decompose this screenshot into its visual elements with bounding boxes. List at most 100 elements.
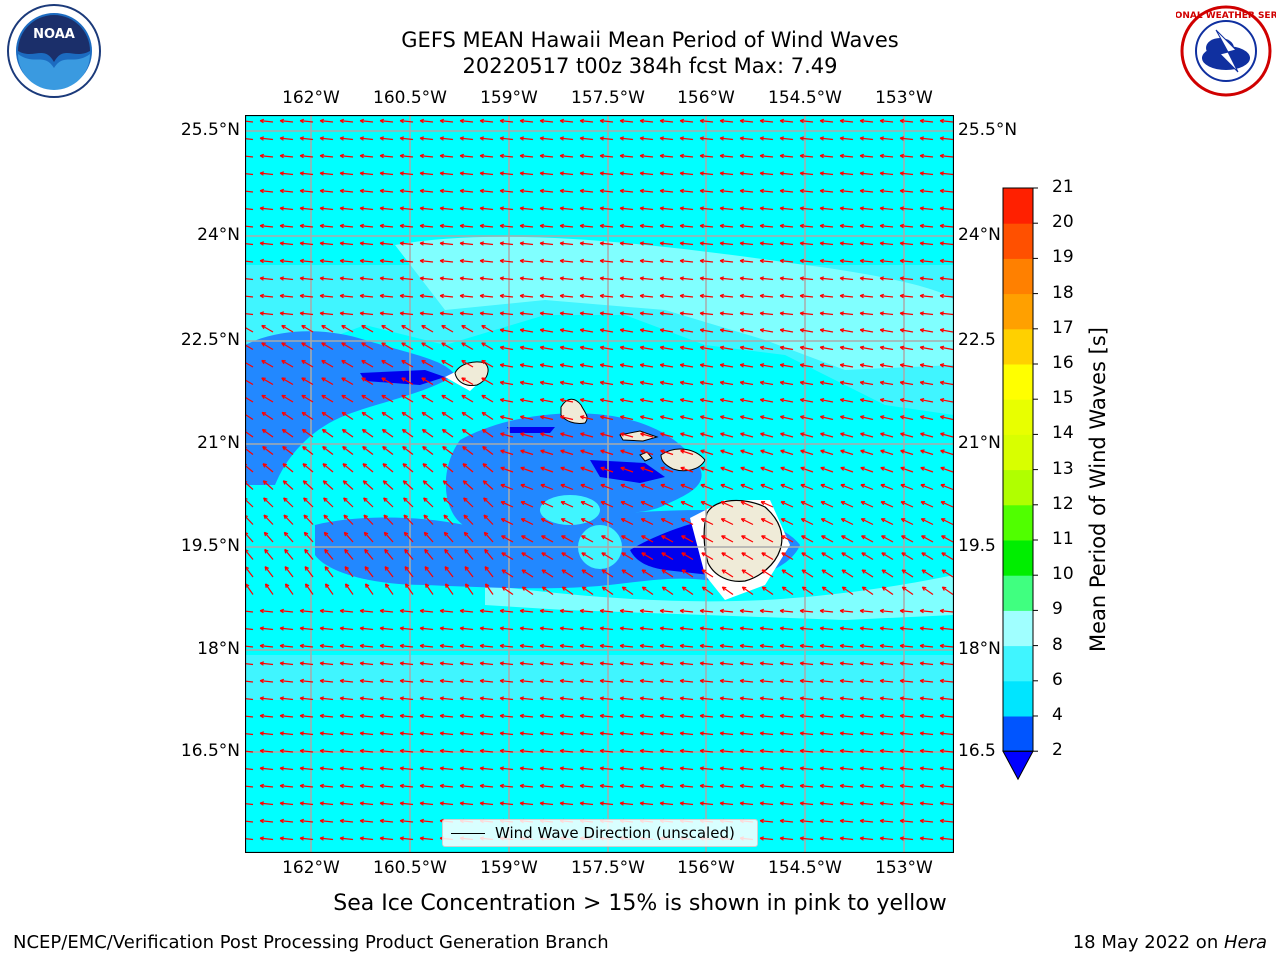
wind-wave-arrow xyxy=(559,258,574,264)
wind-wave-arrow xyxy=(319,713,334,719)
wind-wave-arrow xyxy=(780,483,794,491)
wind-wave-arrow xyxy=(639,206,654,211)
wind-wave-arrow xyxy=(699,608,714,614)
wind-wave-arrow xyxy=(439,293,454,299)
wind-wave-arrow xyxy=(520,449,534,456)
wind-wave-arrow xyxy=(339,783,354,789)
wind-wave-arrow xyxy=(539,626,554,631)
wind-wave-arrow xyxy=(659,258,674,264)
wind-wave-arrow xyxy=(619,293,634,299)
wind-wave-arrow xyxy=(500,483,514,491)
wind-wave-arrow xyxy=(840,518,854,526)
wind-wave-arrow xyxy=(859,415,874,421)
wind-wave-arrow xyxy=(519,311,534,316)
wind-wave-arrow xyxy=(839,276,854,281)
colorbar-segment xyxy=(1003,364,1033,400)
period-band-6-8-south xyxy=(245,655,954,700)
wind-wave-arrow xyxy=(599,206,614,211)
wind-wave-arrow xyxy=(579,801,594,806)
wind-wave-arrow xyxy=(719,643,734,649)
wind-wave-arrow xyxy=(479,731,494,736)
wind-wave-arrow xyxy=(259,118,274,124)
wind-wave-arrow xyxy=(520,483,534,491)
wind-wave-arrow xyxy=(799,696,814,701)
wind-wave-arrow xyxy=(419,171,434,176)
wind-wave-arrow xyxy=(419,731,434,736)
wind-wave-arrow xyxy=(759,678,774,684)
wind-wave-arrow xyxy=(399,171,414,176)
wind-wave-arrow xyxy=(939,783,954,789)
wind-wave-arrow xyxy=(639,415,654,421)
wind-wave-arrow xyxy=(719,748,734,754)
wind-wave-arrow xyxy=(442,480,454,490)
wind-wave-arrow xyxy=(799,276,814,281)
wind-wave-arrow xyxy=(519,153,534,159)
wind-wave-arrow xyxy=(399,643,414,649)
wind-wave-arrow xyxy=(384,566,394,578)
wind-wave-arrow xyxy=(699,345,714,351)
wind-wave-arrow xyxy=(401,428,414,438)
wind-wave-arrow xyxy=(459,678,474,684)
wind-wave-arrow xyxy=(259,678,274,684)
wind-wave-arrow xyxy=(259,626,274,631)
wind-wave-arrow xyxy=(321,411,334,421)
wind-wave-arrow xyxy=(459,766,474,771)
wind-wave-arrow xyxy=(599,713,614,719)
wind-wave-arrow xyxy=(599,661,614,666)
wind-wave-arrow xyxy=(639,748,654,754)
wind-wave-arrow xyxy=(459,276,474,281)
wind-wave-arrow xyxy=(439,223,454,229)
wind-wave-arrow xyxy=(579,258,594,264)
wind-wave-arrow xyxy=(559,415,574,421)
lat-tick-label: 16.5 xyxy=(958,741,996,761)
wind-wave-arrow xyxy=(324,566,334,578)
wind-wave-arrow xyxy=(299,206,314,211)
wind-wave-arrow xyxy=(699,801,714,806)
wind-wave-arrow xyxy=(419,188,434,194)
wind-wave-arrow xyxy=(319,678,334,684)
wind-wave-arrow xyxy=(940,466,954,473)
wind-wave-arrow xyxy=(444,548,454,560)
wind-wave-arrow xyxy=(859,801,874,806)
wind-wave-arrow xyxy=(339,801,354,806)
wind-wave-arrow xyxy=(559,766,574,771)
footer-right: 18 May 2022 on Hera xyxy=(1073,932,1267,953)
wind-wave-arrow xyxy=(900,432,914,438)
wind-wave-arrow xyxy=(799,206,814,211)
wind-wave-arrow xyxy=(800,432,814,438)
wind-wave-arrow xyxy=(464,566,474,578)
wind-wave-arrow xyxy=(559,783,574,789)
wind-wave-arrow xyxy=(799,783,814,789)
wind-wave-arrow xyxy=(739,801,754,806)
wind-wave-arrow xyxy=(363,497,374,508)
wind-wave-arrow xyxy=(319,731,334,736)
wind-wave-arrow xyxy=(919,643,934,649)
wind-wave-arrow xyxy=(839,696,854,701)
wind-wave-arrow xyxy=(599,276,614,281)
wind-wave-arrow xyxy=(499,311,514,316)
wind-wave-arrow xyxy=(359,311,374,316)
wind-wave-arrow xyxy=(619,311,634,316)
wind-wave-arrow xyxy=(541,535,554,543)
wind-wave-arrow xyxy=(319,696,334,701)
wind-wave-arrow xyxy=(659,363,674,368)
wind-wave-arrow xyxy=(299,713,314,719)
wind-wave-arrow xyxy=(799,713,814,719)
wind-wave-arrow xyxy=(382,463,394,473)
wind-wave-arrow xyxy=(639,643,654,649)
wind-wave-arrow xyxy=(721,552,734,561)
wind-wave-arrow xyxy=(261,377,274,386)
wind-wave-arrow xyxy=(419,276,434,281)
wind-wave-arrow xyxy=(799,836,814,841)
wind-wave-arrow xyxy=(660,449,674,456)
wind-wave-arrow xyxy=(939,380,954,386)
wind-wave-direction-arrows xyxy=(245,118,954,841)
wind-wave-arrow xyxy=(581,586,594,595)
wind-wave-arrow xyxy=(261,359,274,368)
wind-wave-arrow xyxy=(760,483,774,491)
wind-wave-arrow xyxy=(600,432,614,438)
wind-wave-arrow xyxy=(759,328,774,333)
wind-wave-arrow xyxy=(539,188,554,194)
wind-wave-arrow xyxy=(559,223,574,229)
wind-wave-arrow xyxy=(659,311,674,316)
